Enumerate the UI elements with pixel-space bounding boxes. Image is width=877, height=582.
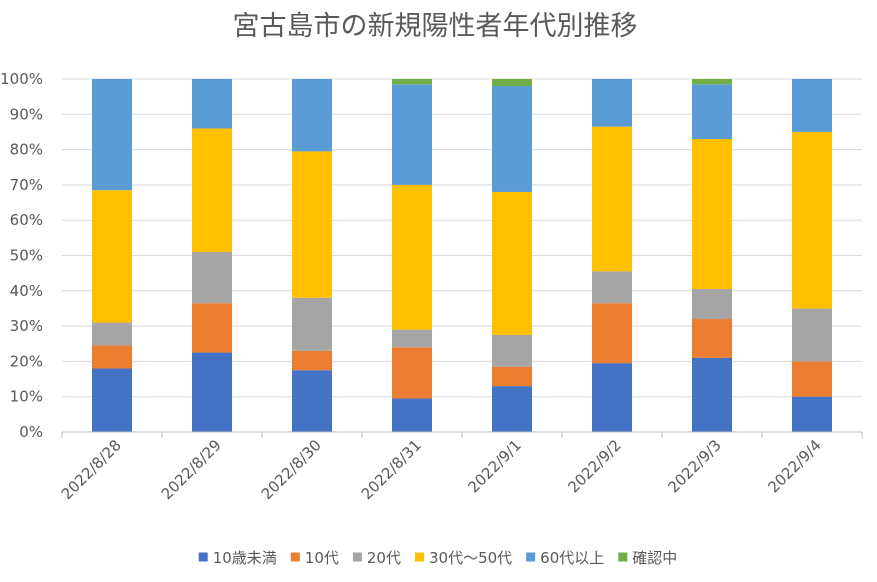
legend-swatch (414, 552, 424, 562)
y-tick-label: 40% (10, 282, 43, 300)
bar-segment (592, 303, 632, 364)
bar-segment (192, 128, 232, 252)
y-tick-label: 60% (10, 211, 43, 229)
bar-segment (92, 79, 132, 191)
y-tick-label: 50% (10, 247, 43, 265)
legend-item: 10代 (290, 549, 339, 567)
legend-item: 30代～50代 (414, 549, 512, 567)
legend-label: 確認中 (632, 549, 677, 567)
bar-segment (592, 271, 632, 304)
bar-segment (792, 131, 832, 309)
bar-segment (692, 289, 732, 320)
bar-segment (92, 322, 132, 346)
legend-swatch (352, 552, 362, 562)
bar-segment (692, 84, 732, 140)
x-tick-label: 2022/8/31 (358, 436, 425, 503)
bar-segment (392, 84, 432, 185)
bar-segment (692, 319, 732, 358)
bar-segment (192, 303, 232, 353)
y-tick-label: 100% (0, 70, 43, 88)
gridlines (62, 78, 862, 398)
legend-label: 20代 (367, 549, 401, 567)
bar-segment (692, 139, 732, 290)
x-tick-label: 2022/9/3 (664, 436, 724, 496)
bar-segment (792, 308, 832, 362)
bar-segment (492, 366, 532, 387)
y-tick-label: 10% (10, 388, 43, 406)
bar-segment (492, 79, 532, 87)
bar-segment (392, 79, 432, 85)
x-tick-label: 2022/8/30 (258, 436, 325, 503)
legend-item: 60代以上 (526, 549, 604, 567)
bar-segment (392, 347, 432, 399)
legend-label: 60代以上 (540, 549, 604, 567)
bar-segment (692, 357, 732, 432)
legend-swatch (618, 552, 628, 562)
y-tick-label: 20% (10, 352, 43, 370)
bar-segment (492, 386, 532, 432)
bar-segment (192, 352, 232, 432)
bar-segment (692, 79, 732, 85)
y-tick-label: 0% (19, 423, 43, 441)
bar-segment (392, 398, 432, 432)
y-tick-label: 30% (10, 317, 43, 335)
bar-segment (92, 368, 132, 432)
legend-swatch (198, 552, 208, 562)
bar-segment (492, 334, 532, 367)
bar-segment (192, 251, 232, 304)
bar-segment (292, 370, 332, 432)
bar-segment (492, 86, 532, 192)
x-axis (61, 431, 863, 438)
bar-segment (292, 79, 332, 152)
y-tick-label: 70% (10, 176, 43, 194)
bar-segment (292, 350, 332, 371)
legend-swatch (526, 552, 536, 562)
chart-title: 宮古島市の新規陽性者年代別推移 (233, 11, 638, 42)
legend-label: 10代 (305, 549, 339, 567)
legend-swatch (290, 552, 300, 562)
legend-item: 10歳未満 (198, 549, 277, 567)
bar-segment (792, 79, 832, 132)
legend-item: 確認中 (618, 549, 677, 567)
x-tick-label: 2022/9/2 (564, 436, 624, 496)
legend-label: 10歳未満 (213, 549, 277, 567)
bar-segment (792, 396, 832, 432)
y-axis-ticks: 0% 10% 20% 30% 40% 50% 60% 70% 80% 90% 100% (0, 70, 43, 441)
bar-segment (592, 79, 632, 127)
bar-segment (92, 345, 132, 369)
bar-segment (392, 329, 432, 348)
bar-segment (292, 297, 332, 351)
bar-segment (292, 151, 332, 298)
bar-segment (492, 191, 532, 335)
x-tick-label: 2022/8/28 (58, 436, 125, 503)
bar-segment (792, 361, 832, 397)
bar-segment (92, 190, 132, 323)
x-tick-label: 2022/8/29 (158, 436, 225, 503)
legend-item: 20代 (352, 549, 401, 567)
legend-label: 30代～50代 (429, 549, 512, 567)
bar-segment (192, 79, 232, 129)
y-tick-label: 80% (10, 141, 43, 159)
bar-segment (592, 126, 632, 272)
y-tick-label: 90% (10, 105, 43, 123)
bars (92, 79, 832, 432)
x-axis-ticks: 2022/8/28 2022/8/29 2022/8/30 2022/8/31 2022… (58, 436, 825, 503)
x-tick-label: 2022/9/1 (464, 436, 524, 496)
legend: 10歳未満 10代 20代 30代～50代 60代以上 確認中 (198, 549, 677, 567)
bar-segment (592, 363, 632, 432)
x-tick-label: 2022/9/4 (764, 436, 824, 496)
bar-segment (392, 184, 432, 330)
